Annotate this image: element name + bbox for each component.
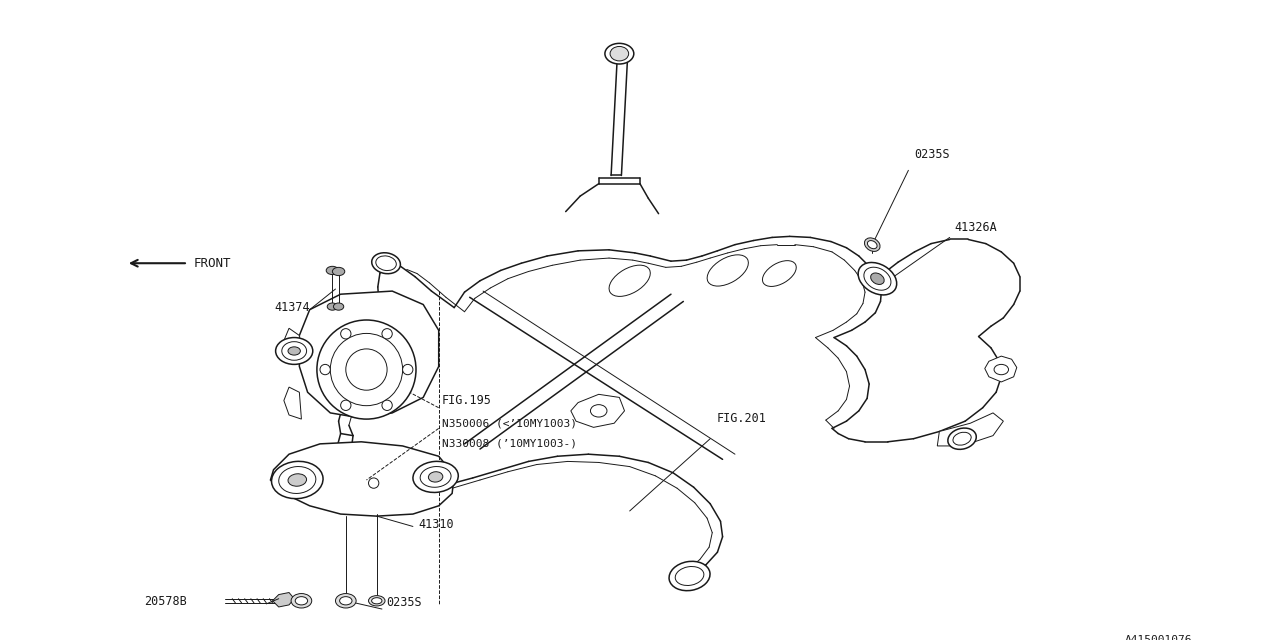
Ellipse shape (282, 342, 307, 360)
Ellipse shape (952, 432, 972, 445)
Ellipse shape (288, 347, 301, 355)
Circle shape (381, 328, 392, 339)
Circle shape (340, 400, 351, 410)
Text: 0235S: 0235S (387, 596, 421, 609)
Ellipse shape (371, 253, 401, 274)
Circle shape (317, 320, 416, 419)
Text: A415001076: A415001076 (1125, 635, 1192, 640)
Ellipse shape (326, 266, 339, 275)
Ellipse shape (676, 566, 704, 586)
Circle shape (346, 349, 387, 390)
Ellipse shape (335, 593, 356, 608)
Ellipse shape (858, 262, 897, 295)
Ellipse shape (333, 268, 344, 276)
Polygon shape (273, 593, 294, 607)
Ellipse shape (864, 268, 891, 290)
Text: 41374: 41374 (275, 301, 310, 314)
Ellipse shape (763, 260, 796, 287)
Text: FIG.201: FIG.201 (717, 412, 767, 424)
Polygon shape (984, 356, 1016, 382)
Ellipse shape (420, 467, 451, 487)
Text: 41326A: 41326A (955, 221, 997, 234)
Text: 20578B: 20578B (145, 595, 187, 608)
Ellipse shape (864, 238, 881, 252)
Ellipse shape (605, 44, 634, 64)
Ellipse shape (429, 472, 443, 482)
Circle shape (320, 364, 330, 374)
Ellipse shape (291, 593, 312, 608)
Ellipse shape (275, 337, 312, 364)
Ellipse shape (707, 255, 749, 286)
Text: FRONT: FRONT (195, 257, 232, 269)
Text: N350006 (<’10MY1003): N350006 (<’10MY1003) (442, 418, 577, 428)
Ellipse shape (868, 241, 877, 249)
Circle shape (369, 478, 379, 488)
Ellipse shape (271, 461, 323, 499)
Ellipse shape (296, 596, 307, 605)
Polygon shape (270, 442, 454, 516)
Polygon shape (937, 413, 1004, 446)
Ellipse shape (371, 598, 381, 604)
Ellipse shape (328, 303, 338, 310)
Circle shape (403, 364, 413, 374)
Circle shape (381, 400, 392, 410)
Text: 41310: 41310 (419, 518, 453, 531)
Ellipse shape (611, 47, 628, 61)
Ellipse shape (369, 596, 385, 606)
Ellipse shape (995, 364, 1009, 374)
Ellipse shape (609, 265, 650, 296)
Ellipse shape (333, 303, 344, 310)
Text: N330008 (’10MY1003-): N330008 (’10MY1003-) (442, 439, 577, 449)
Polygon shape (284, 387, 301, 419)
Circle shape (340, 328, 351, 339)
Ellipse shape (669, 561, 710, 591)
Circle shape (330, 333, 403, 406)
Ellipse shape (376, 256, 397, 271)
Polygon shape (284, 328, 300, 362)
Ellipse shape (413, 461, 458, 492)
Ellipse shape (339, 596, 352, 605)
Ellipse shape (948, 428, 977, 449)
Ellipse shape (870, 273, 884, 284)
Polygon shape (571, 394, 625, 428)
Polygon shape (300, 291, 439, 418)
Ellipse shape (288, 474, 307, 486)
Text: 0235S: 0235S (915, 148, 950, 161)
Ellipse shape (590, 404, 607, 417)
Ellipse shape (279, 467, 316, 493)
Text: FIG.195: FIG.195 (442, 394, 492, 407)
